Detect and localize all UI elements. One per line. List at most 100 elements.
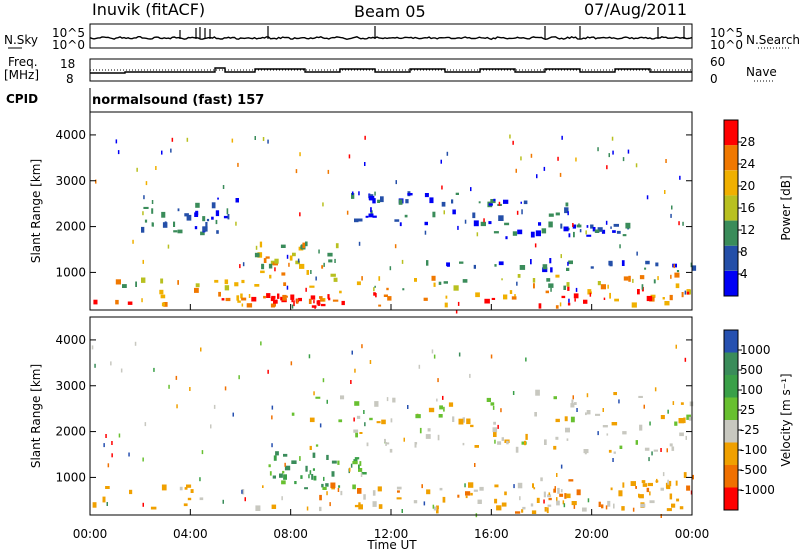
echo-cell	[184, 213, 189, 217]
echo-cell	[683, 472, 687, 478]
echo-cell	[501, 502, 507, 507]
echo-cell	[361, 344, 363, 349]
echo-cell	[151, 200, 154, 204]
echo-cell	[442, 395, 444, 400]
echo-cell	[598, 501, 601, 507]
echo-cell	[359, 461, 362, 466]
echo-cell	[269, 471, 272, 476]
echo-cell	[350, 380, 352, 384]
echo-cell	[493, 231, 499, 234]
echo-cell	[312, 452, 316, 458]
echo-cell	[283, 474, 287, 480]
echo-cell	[470, 492, 473, 496]
echo-cell	[503, 294, 508, 300]
echo-cell	[376, 421, 381, 424]
echo-cell	[330, 482, 336, 489]
echo-cell	[309, 417, 315, 423]
echo-cell	[236, 295, 240, 301]
echo-cell	[690, 262, 693, 268]
echo-cell	[211, 202, 216, 209]
echo-cell	[407, 405, 409, 409]
echo-cell	[136, 167, 138, 172]
echo-cell	[583, 299, 588, 304]
noise-left-tick-bottom: 10^0	[52, 38, 85, 52]
echo-cell	[655, 262, 659, 267]
echo-cell	[226, 208, 229, 215]
echo-cell	[686, 485, 691, 491]
echo-cell	[423, 501, 426, 506]
echo-cell	[597, 147, 599, 152]
echo-cell	[519, 496, 521, 501]
echo-cell	[380, 196, 384, 203]
echo-cell	[428, 407, 435, 413]
echo-cell	[531, 510, 537, 514]
echo-cell	[560, 254, 562, 259]
echo-cell	[280, 296, 284, 301]
echo-cell	[361, 472, 367, 475]
x-tick-label: 00:00	[73, 527, 108, 541]
echo-cell	[470, 187, 472, 192]
echo-cell	[110, 361, 112, 366]
echo-cell	[168, 384, 170, 389]
echo-cell	[369, 360, 372, 364]
echo-cell	[177, 208, 180, 212]
echo-cell	[369, 417, 373, 421]
echo-cell	[579, 229, 582, 233]
y-tick-label: 3000	[55, 379, 86, 393]
echo-cell	[534, 243, 537, 248]
echo-cell	[586, 393, 589, 398]
echo-cell	[299, 263, 305, 269]
echo-cell	[441, 201, 446, 207]
echo-cell	[338, 485, 341, 488]
echo-cell	[302, 242, 305, 249]
echo-cell	[358, 504, 363, 510]
echo-cell	[500, 408, 502, 413]
echo-cell	[567, 302, 571, 306]
echo-cell	[321, 483, 324, 488]
echo-cell	[272, 262, 278, 266]
echo-cell	[474, 445, 479, 448]
echo-cell	[260, 270, 265, 274]
echo-cell	[160, 294, 166, 299]
y-tick-label: 4000	[55, 333, 86, 347]
echo-cell	[567, 227, 570, 231]
echo-cell	[521, 209, 523, 215]
echo-cell	[321, 303, 326, 307]
echo-cell	[241, 279, 245, 284]
echo-cell	[273, 303, 276, 307]
echo-cell	[315, 276, 317, 281]
echo-cell	[564, 493, 567, 499]
colorbar-tick-label: 28	[740, 135, 755, 149]
echo-cell	[213, 404, 216, 409]
echo-cell	[543, 491, 546, 498]
echo-cell	[167, 244, 170, 249]
echo-cell	[667, 479, 669, 485]
echo-cell	[120, 368, 123, 373]
echo-cell	[354, 401, 360, 406]
echo-cell	[616, 230, 621, 234]
echo-cell	[565, 493, 571, 499]
echo-cell	[647, 482, 653, 487]
echo-cell	[611, 136, 614, 141]
echo-cell	[491, 297, 496, 300]
echo-cell	[587, 498, 590, 503]
echo-cell	[493, 431, 497, 437]
echo-cell	[623, 276, 629, 281]
echo-cell	[386, 442, 390, 445]
echo-cell	[676, 270, 680, 273]
echo-cell	[141, 226, 145, 233]
colorbar-tick-label: -100	[740, 443, 767, 457]
echo-cell	[426, 260, 429, 266]
echo-cell	[606, 165, 608, 170]
echo-cell	[210, 424, 212, 429]
echo-cell	[664, 301, 670, 306]
echo-cell	[488, 221, 492, 225]
echo-cell	[597, 227, 603, 232]
echo-cell	[672, 401, 675, 405]
echo-cell	[564, 207, 569, 214]
echo-cell	[142, 211, 144, 216]
echo-cell	[555, 212, 560, 216]
echo-cell	[578, 223, 580, 228]
power-colorbar-ticks: 4 8 12 16 20 24 28	[738, 135, 755, 281]
echo-cell	[671, 205, 673, 210]
